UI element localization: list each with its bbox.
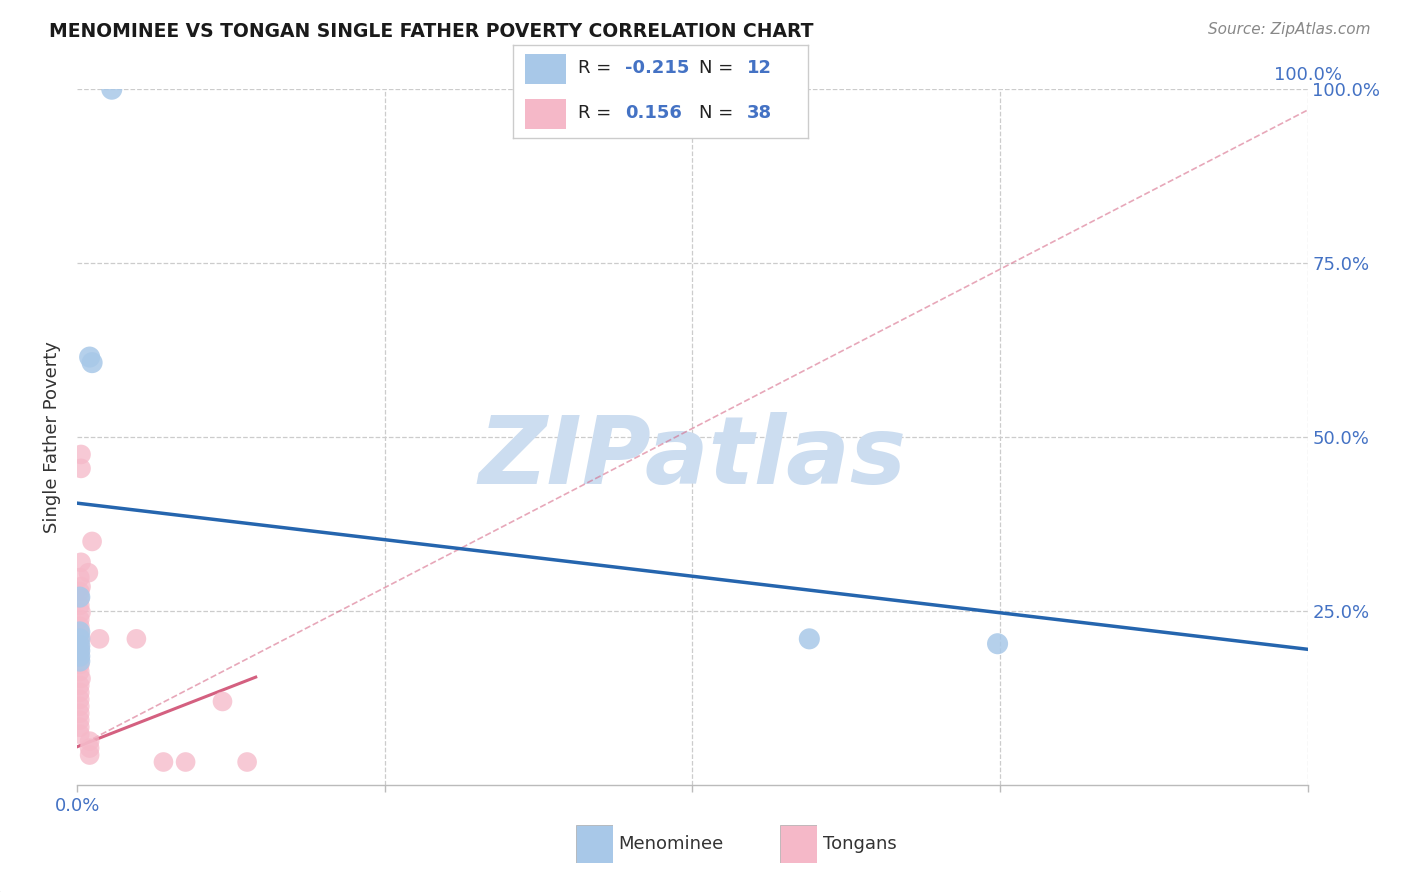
Text: 38: 38 xyxy=(747,104,772,122)
Text: N =: N = xyxy=(699,60,740,78)
Text: Tongans: Tongans xyxy=(823,835,896,853)
Point xyxy=(69,657,91,672)
Point xyxy=(69,665,91,679)
Point xyxy=(69,639,91,653)
Point xyxy=(69,571,91,585)
Point xyxy=(70,447,93,462)
Point xyxy=(69,632,91,646)
Text: N =: N = xyxy=(699,104,740,122)
Y-axis label: Single Father Poverty: Single Father Poverty xyxy=(44,341,62,533)
Point xyxy=(79,741,101,756)
Text: 0.156: 0.156 xyxy=(626,104,682,122)
Point xyxy=(69,678,91,692)
Point xyxy=(69,626,91,640)
Point xyxy=(69,639,91,653)
Text: ZIPatlas: ZIPatlas xyxy=(478,412,907,504)
Point xyxy=(987,637,1010,651)
Point xyxy=(70,672,93,686)
Point xyxy=(69,706,91,721)
Point xyxy=(69,720,91,734)
Point xyxy=(69,685,91,699)
Point xyxy=(799,632,821,646)
Point xyxy=(125,632,148,646)
Point xyxy=(70,580,93,594)
Point xyxy=(70,555,93,569)
Point xyxy=(69,619,91,633)
Point xyxy=(69,599,91,613)
Point xyxy=(69,643,91,657)
Point xyxy=(69,590,91,604)
Text: 12: 12 xyxy=(747,60,772,78)
Text: Menominee: Menominee xyxy=(619,835,724,853)
Text: -0.215: -0.215 xyxy=(626,60,690,78)
Point xyxy=(89,632,111,646)
Point xyxy=(211,694,233,708)
Point xyxy=(82,356,104,370)
Point xyxy=(70,606,93,620)
Point xyxy=(174,755,197,769)
Point xyxy=(69,727,91,741)
Point xyxy=(69,649,91,664)
Point xyxy=(101,82,124,96)
Point xyxy=(70,461,93,475)
Point xyxy=(69,654,91,668)
Text: R =: R = xyxy=(578,104,623,122)
Point xyxy=(69,591,91,606)
Point xyxy=(79,734,101,748)
Point xyxy=(69,650,91,665)
Text: Source: ZipAtlas.com: Source: ZipAtlas.com xyxy=(1208,22,1371,37)
Bar xyxy=(524,99,567,129)
Point xyxy=(69,713,91,727)
Point xyxy=(69,643,91,657)
Point xyxy=(69,584,91,599)
Bar xyxy=(524,54,567,84)
Point xyxy=(69,624,91,639)
Point xyxy=(69,692,91,706)
Point xyxy=(69,699,91,714)
Point xyxy=(152,755,174,769)
Point xyxy=(69,612,91,626)
Text: R =: R = xyxy=(578,60,617,78)
Point xyxy=(69,632,91,646)
Point xyxy=(77,566,100,580)
Text: MENOMINEE VS TONGAN SINGLE FATHER POVERTY CORRELATION CHART: MENOMINEE VS TONGAN SINGLE FATHER POVERT… xyxy=(49,22,814,41)
Point xyxy=(236,755,259,769)
Point xyxy=(82,534,104,549)
Point xyxy=(79,350,101,364)
Point xyxy=(79,747,101,762)
